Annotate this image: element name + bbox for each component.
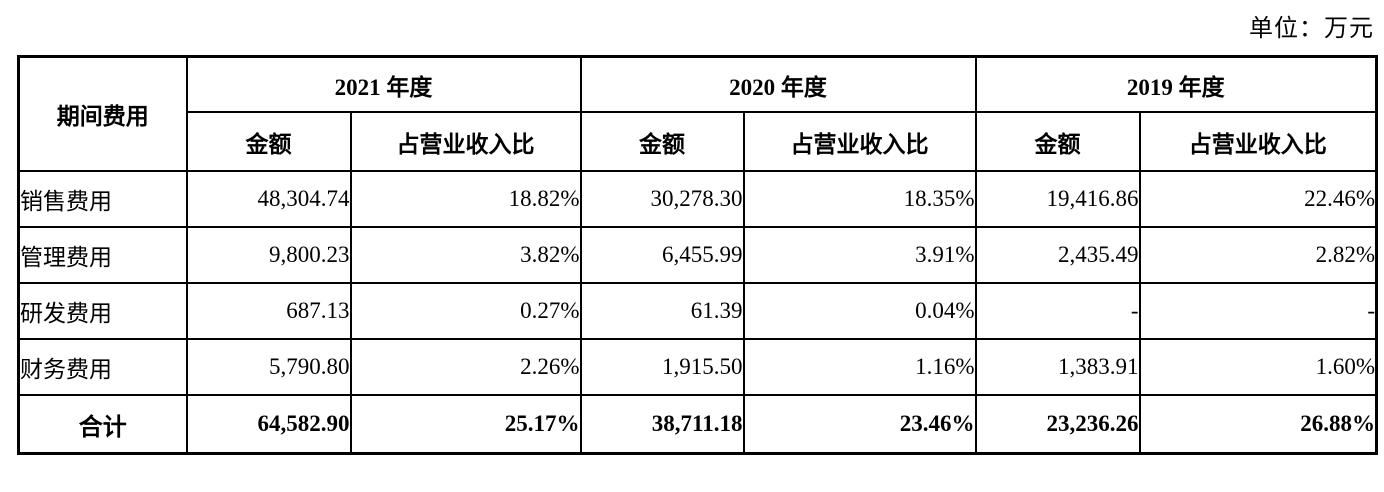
header-row-subheaders: 金额 占营业收入比 金额 占营业收入比 金额 占营业收入比 <box>19 111 1378 172</box>
amount-cell: 5,790.80 <box>185 338 352 396</box>
amount-cell: 48,304.74 <box>185 170 352 228</box>
percent-cell: - <box>1138 282 1378 340</box>
percent-cell: 0.04% <box>742 282 977 340</box>
row-label: 研发费用 <box>17 282 188 340</box>
amount-cell: 64,582.90 <box>185 394 352 455</box>
percent-cell: 1.60% <box>1138 338 1378 396</box>
subheader-ratio-2019: 占营业收入比 <box>1138 111 1378 172</box>
amount-cell: 6,455.99 <box>579 226 745 284</box>
percent-cell: 23.46% <box>742 394 977 455</box>
corner-header-cell: 期间费用 <box>17 55 188 172</box>
percent-cell: 18.82% <box>349 170 582 228</box>
subheader-amount-2020: 金额 <box>579 111 745 172</box>
year-header-2020: 2020 年度 <box>579 55 977 113</box>
percent-cell: 1.16% <box>742 338 977 396</box>
subheader-ratio-2020: 占营业收入比 <box>742 111 977 172</box>
percent-cell: 18.35% <box>742 170 977 228</box>
amount-cell: 1,915.50 <box>579 338 745 396</box>
table-row-finance-expense: 财务费用 5,790.80 2.26% 1,915.50 1.16% 1,383… <box>17 338 1378 396</box>
amount-cell: 38,711.18 <box>579 394 745 455</box>
amount-cell: 687.13 <box>185 282 352 340</box>
subheader-amount-2019: 金额 <box>974 111 1141 172</box>
amount-cell: 9,800.23 <box>185 226 352 284</box>
table-row-selling-expense: 销售费用 48,304.74 18.82% 30,278.30 18.35% 1… <box>17 170 1378 228</box>
percent-cell: 26.88% <box>1138 394 1378 455</box>
subheader-ratio-2021: 占营业收入比 <box>349 111 582 172</box>
period-expense-table: 期间费用 2021 年度 2020 年度 2019 年度 金额 占营业收入比 金… <box>17 55 1378 455</box>
table-row-total: 合计 64,582.90 25.17% 38,711.18 23.46% 23,… <box>17 394 1378 455</box>
percent-cell: 22.46% <box>1138 170 1378 228</box>
amount-cell: 1,383.91 <box>974 338 1141 396</box>
amount-cell: 30,278.30 <box>579 170 745 228</box>
year-header-2021: 2021 年度 <box>185 55 582 113</box>
amount-cell: 61.39 <box>579 282 745 340</box>
unit-label: 单位：万元 <box>1249 16 1374 42</box>
year-header-2019: 2019 年度 <box>974 55 1378 113</box>
percent-cell: 0.27% <box>349 282 582 340</box>
percent-cell: 3.82% <box>349 226 582 284</box>
percent-cell: 2.82% <box>1138 226 1378 284</box>
amount-cell: - <box>974 282 1141 340</box>
subheader-amount-2021: 金额 <box>185 111 352 172</box>
header-row-years: 期间费用 2021 年度 2020 年度 2019 年度 <box>17 55 1378 172</box>
percent-cell: 2.26% <box>349 338 582 396</box>
table-row-admin-expense: 管理费用 9,800.23 3.82% 6,455.99 3.91% 2,435… <box>17 226 1378 284</box>
table-row-rd-expense: 研发费用 687.13 0.27% 61.39 0.04% - - <box>17 282 1378 340</box>
percent-cell: 25.17% <box>349 394 582 455</box>
amount-cell: 2,435.49 <box>974 226 1141 284</box>
row-label: 销售费用 <box>17 170 188 228</box>
row-label: 财务费用 <box>17 338 188 396</box>
total-row-label: 合计 <box>17 394 188 455</box>
percent-cell: 3.91% <box>742 226 977 284</box>
row-label: 管理费用 <box>17 226 188 284</box>
amount-cell: 19,416.86 <box>974 170 1141 228</box>
amount-cell: 23,236.26 <box>974 394 1141 455</box>
